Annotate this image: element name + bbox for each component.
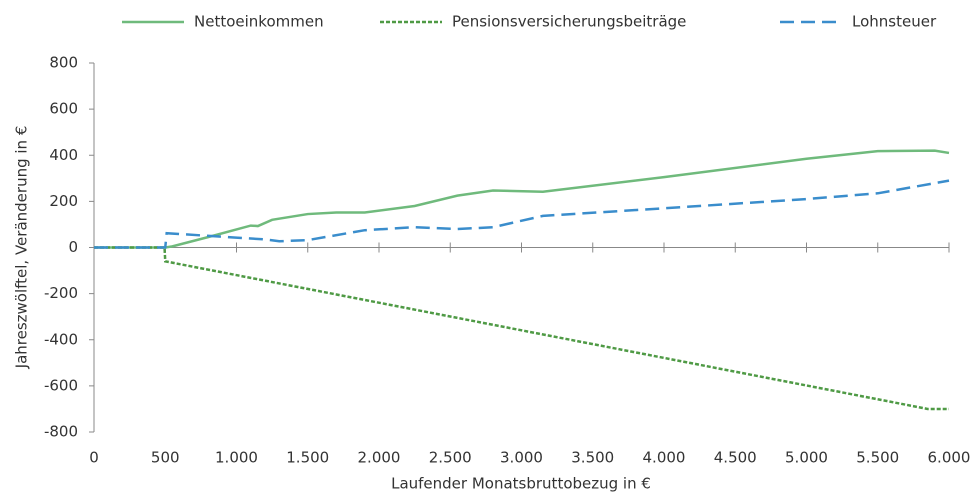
line-series xyxy=(94,246,949,411)
y-tick-label: -600 xyxy=(44,376,78,394)
x-tick-label: 3.500 xyxy=(571,449,614,467)
x-tick-label: 5.000 xyxy=(785,449,828,467)
line-series xyxy=(94,179,950,249)
y-axis-title: Jahreszwölftel, Veränderung in € xyxy=(13,126,31,370)
legend-label: Lohnsteuer xyxy=(852,13,937,31)
x-tick-label: 1.500 xyxy=(286,449,329,467)
x-tick-label: 5.500 xyxy=(856,449,899,467)
y-tick-label: -400 xyxy=(44,330,78,348)
y-tick-label: -800 xyxy=(44,423,78,441)
x-tick-label: 4.000 xyxy=(643,449,686,467)
x-tick-label: 4.500 xyxy=(714,449,757,467)
y-tick-label: 400 xyxy=(49,146,78,164)
x-tick-label: 1.000 xyxy=(215,449,258,467)
legend-label: Nettoeinkommen xyxy=(194,13,324,31)
line-series xyxy=(94,149,950,249)
y-tick-label: 0 xyxy=(68,238,78,256)
y-tick-label: -200 xyxy=(44,284,78,302)
x-tick-label: 2.000 xyxy=(358,449,401,467)
x-tick-label: 0 xyxy=(89,449,99,467)
x-tick-label: 6.000 xyxy=(928,449,971,467)
y-tick-label: 600 xyxy=(49,100,78,118)
y-tick-label: 200 xyxy=(49,192,78,210)
x-tick-label: 500 xyxy=(151,449,180,467)
x-tick-label: 2.500 xyxy=(429,449,472,467)
legend-label: Pensionsversicherungsbeiträge xyxy=(452,13,686,31)
x-axis-title: Laufender Monatsbruttobezug in € xyxy=(391,475,651,493)
x-tick-label: 3.000 xyxy=(500,449,543,467)
y-tick-label: 800 xyxy=(49,54,78,72)
